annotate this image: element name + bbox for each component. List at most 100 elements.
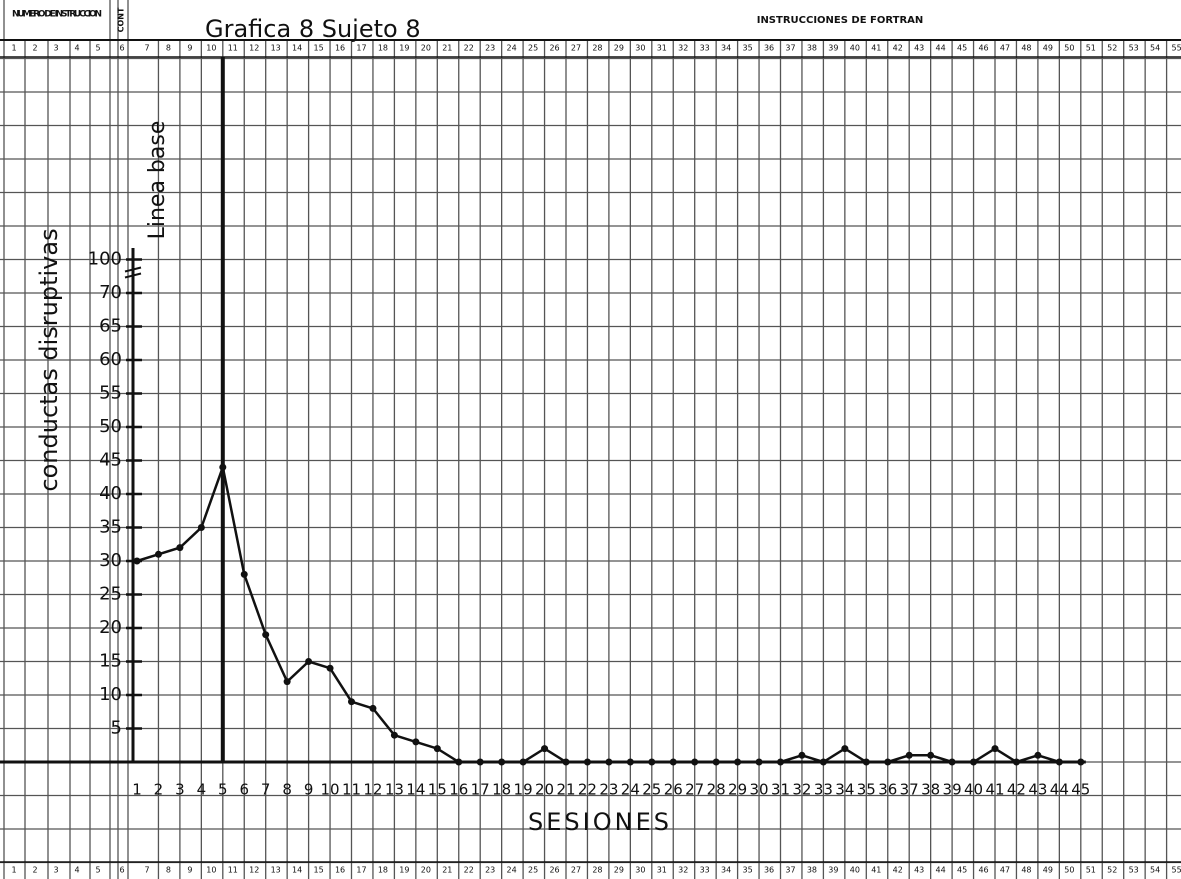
x-tick-label: 33 [814,781,833,799]
x-tick-label: 26 [664,781,683,799]
column-number: 23 [485,866,495,875]
column-number: 29 [614,44,624,53]
x-tick-label: 45 [1071,781,1090,799]
x-tick-label: 16 [449,781,468,799]
column-number: 50 [1064,44,1074,53]
column-number: 50 [1064,866,1074,875]
column-number: 6 [119,44,124,53]
column-number: 30 [635,866,645,875]
data-point [583,758,591,766]
column-number: 47 [1000,866,1010,875]
x-tick-label: 27 [685,781,704,799]
column-number: 53 [1129,44,1139,53]
column-number: 21 [442,866,452,875]
column-number: 54 [1150,44,1160,53]
x-tick-label: 35 [857,781,876,799]
data-point [197,524,205,531]
column-number: 41 [871,44,881,53]
column-number: 3 [53,866,58,875]
x-tick-label: 38 [921,781,940,799]
column-number: 7 [144,44,149,53]
x-tick-label: 24 [621,781,640,799]
x-tick-label: 21 [556,781,575,799]
data-point [412,738,420,746]
column-number: 43 [914,866,924,875]
header-left: NUMERO DE INSTRUCCION [12,10,102,20]
data-point [455,758,463,766]
data-point [626,758,634,766]
data-point [240,570,248,578]
x-tick-label: 15 [428,781,447,799]
column-number: 3 [53,44,58,53]
column-number: 22 [464,866,474,875]
x-tick-label: 20 [535,781,554,799]
x-tick-label: 41 [985,781,1004,799]
column-number: 15 [314,44,324,53]
x-tick-label: 23 [599,781,618,799]
column-number: 10 [206,866,216,875]
data-point [519,758,527,766]
column-number: 48 [1021,866,1031,875]
data-point [970,758,978,766]
y-tick-label: 40 [99,483,122,504]
data-point [819,758,827,766]
y-tick-label: 25 [99,584,122,605]
y-tick-label: 10 [99,684,122,705]
column-number: 35 [743,44,753,53]
column-number: 42 [893,44,903,53]
column-number: 43 [914,44,924,53]
y-tick-label: 50 [99,416,122,437]
x-tick-label: 44 [1050,781,1069,799]
column-number: 42 [893,866,903,875]
column-number: 2 [32,44,37,53]
y-tick-label: 55 [99,383,122,404]
column-number: 40 [850,44,860,53]
column-number: 16 [335,866,345,875]
column-number: 22 [464,44,474,53]
column-number: 17 [356,44,366,53]
column-number: 13 [271,44,281,53]
column-number: 34 [721,866,731,875]
column-number: 44 [936,866,946,875]
phase-label: Linea base [145,121,170,240]
column-number: 11 [228,44,238,53]
data-point [648,758,656,766]
x-tick-label: 6 [239,781,249,799]
data-point [1012,758,1020,766]
x-tick-label: 2 [154,781,164,799]
data-point [562,758,570,766]
column-number: 27 [571,44,581,53]
column-number: 51 [1086,866,1096,875]
data-point [927,751,935,759]
axis-break [124,266,142,279]
column-number: 39 [828,44,838,53]
column-number: 26 [549,44,559,53]
data-point [777,758,784,766]
y-tick-label: 70 [99,282,122,303]
data-point [1034,751,1042,759]
column-number: 55 [1172,44,1181,53]
data-point [755,758,763,766]
column-number: 46 [978,866,988,875]
data-point [1055,758,1063,766]
column-number: 19 [399,44,409,53]
x-tick-label: 8 [282,781,292,799]
column-number: 46 [978,44,988,53]
column-number: 13 [271,866,281,875]
x-tick-label: 10 [321,781,340,799]
column-number: 24 [507,866,517,875]
header-cont: CONT [117,7,126,32]
x-tick-label: 28 [707,781,726,799]
data-point [905,751,913,759]
column-number: 5 [95,44,100,53]
x-tick-label: 39 [943,781,962,799]
x-tick-label: 42 [1007,781,1026,799]
column-number: 9 [187,866,192,875]
data-point [798,751,806,759]
data-point [1077,758,1085,766]
x-tick-label: 7 [261,781,271,799]
column-number: 18 [378,44,388,53]
data-point [305,658,313,665]
column-number: 37 [785,44,795,53]
column-number: 31 [657,866,667,875]
